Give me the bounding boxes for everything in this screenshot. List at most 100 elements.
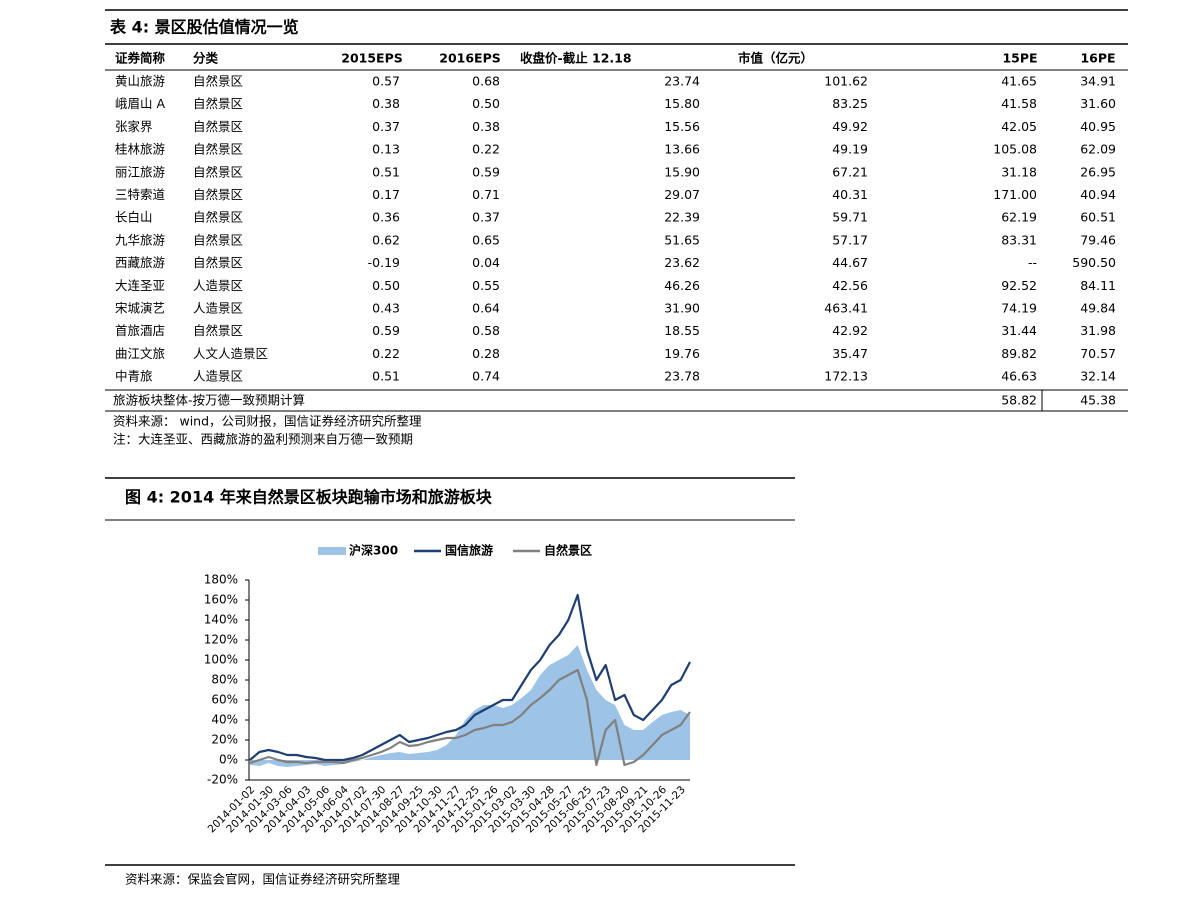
figure-title: 图 4: 2014 年来自然景区板块跑输市场和旅游板块 <box>125 488 493 507</box>
table-cell: 自然景区 <box>193 187 243 202</box>
y-tick-label: 180% <box>204 573 238 587</box>
table-cell: 23.78 <box>664 369 700 384</box>
table-cell: 31.60 <box>1080 96 1116 111</box>
table-cell: 人造景区 <box>193 301 243 316</box>
table-cell: 49.92 <box>832 119 868 134</box>
table-cell: 自然景区 <box>193 323 243 338</box>
table-cell: 29.07 <box>664 187 700 202</box>
table-cell: 83.25 <box>832 96 868 111</box>
table-cell: 0.58 <box>472 323 500 338</box>
y-tick-label: 40% <box>211 713 238 727</box>
table-cell: 22.39 <box>664 210 700 225</box>
figure-source: 资料来源：保监会官网，国信证券经济研究所整理 <box>125 872 401 887</box>
table-cell: 丽江旅游 <box>115 164 166 179</box>
legend-swatch <box>318 547 346 555</box>
table-cell: 32.14 <box>1080 369 1116 384</box>
table-cell: 172.13 <box>824 369 868 384</box>
table-cell: 0.28 <box>472 346 500 361</box>
table-cell: 0.64 <box>472 301 500 316</box>
y-tick-label: 60% <box>211 693 238 707</box>
table-cell: 171.00 <box>993 187 1037 202</box>
table-title: 表 4: 景区股估值情况一览 <box>109 18 299 37</box>
table-cell: 0.57 <box>372 74 400 89</box>
table-header: 16PE <box>1080 51 1115 66</box>
table-cell: 41.58 <box>1001 96 1037 111</box>
table-cell: 74.19 <box>1001 301 1037 316</box>
table-cell: 42.56 <box>832 278 868 293</box>
table-cell: 0.38 <box>372 96 400 111</box>
table-source: 资料来源： wind，公司财报，国信证券经济研究所整理 <box>113 414 422 429</box>
table-cell: 46.26 <box>664 278 700 293</box>
table-header: 分类 <box>193 51 219 66</box>
summary-cell: 58.82 <box>1001 393 1037 408</box>
table-cell: 九华旅游 <box>115 232 166 247</box>
table-cell: 18.55 <box>664 323 700 338</box>
table-header: 2016EPS <box>439 51 501 66</box>
table-cell: 首旅酒店 <box>115 323 165 338</box>
table-cell: 自然景区 <box>193 96 243 111</box>
table-cell: 0.50 <box>472 96 500 111</box>
table-cell: 42.92 <box>832 323 868 338</box>
table-cell: 自然景区 <box>193 119 243 134</box>
table-cell: 79.46 <box>1080 232 1116 247</box>
table-cell: 三特索道 <box>115 187 166 202</box>
table-header: 收盘价-截止 12.18 <box>520 51 632 66</box>
table-cell: 105.08 <box>993 142 1037 157</box>
table-cell: 49.19 <box>832 142 868 157</box>
table-cell: 自然景区 <box>193 74 243 89</box>
table-cell: 0.22 <box>372 346 400 361</box>
table-cell: 0.50 <box>372 278 400 293</box>
legend-label: 自然景区 <box>544 543 592 558</box>
summary-cell: 45.38 <box>1080 393 1116 408</box>
table-cell: 人文人造景区 <box>193 346 268 361</box>
table-cell: 62.19 <box>1001 210 1037 225</box>
table-cell: 59.71 <box>832 210 868 225</box>
table-cell: 峨眉山 A <box>115 96 165 111</box>
table-header: 15PE <box>1002 51 1037 66</box>
table-cell: -- <box>1028 255 1037 270</box>
table-cell: 0.43 <box>372 301 400 316</box>
table-cell: 0.17 <box>372 187 400 202</box>
table-header: 市值（亿元） <box>738 51 813 66</box>
table-cell: 34.91 <box>1080 74 1116 89</box>
table-cell: 31.90 <box>664 301 700 316</box>
table-cell: 15.56 <box>664 119 700 134</box>
table-cell: 长白山 <box>115 210 153 225</box>
table-cell: 0.74 <box>472 369 500 384</box>
table-note: 注：大连圣亚、西藏旅游的盈利预测来自万德一致预期 <box>113 432 413 447</box>
y-tick-label: 100% <box>204 653 238 667</box>
table-cell: 15.90 <box>664 164 700 179</box>
table-cell: 41.65 <box>1001 74 1037 89</box>
table-cell: 自然景区 <box>193 142 243 157</box>
table-cell: 40.31 <box>832 187 868 202</box>
y-tick-label: 20% <box>211 733 238 747</box>
table-cell: 自然景区 <box>193 232 243 247</box>
table-cell: 0.37 <box>472 210 500 225</box>
y-tick-label: 160% <box>204 593 238 607</box>
table-cell: 黄山旅游 <box>115 74 166 89</box>
table-cell: 62.09 <box>1080 142 1116 157</box>
table-cell: 0.71 <box>472 187 500 202</box>
table-cell: 0.37 <box>372 119 400 134</box>
table-cell: 自然景区 <box>193 164 243 179</box>
table-cell: 大连圣亚 <box>115 278 165 293</box>
table-cell: 0.13 <box>372 142 400 157</box>
table-cell: 0.59 <box>472 164 500 179</box>
table-cell: 44.67 <box>832 255 868 270</box>
table-cell: 31.18 <box>1001 164 1037 179</box>
table-cell: 曲江文旅 <box>115 346 165 361</box>
y-tick-label: 140% <box>204 613 238 627</box>
table-cell: 0.36 <box>372 210 400 225</box>
area <box>250 645 690 767</box>
table-cell: 49.84 <box>1080 301 1116 316</box>
table-cell: 0.55 <box>472 278 500 293</box>
table-cell: 40.95 <box>1080 119 1116 134</box>
table-cell: 自然景区 <box>193 255 243 270</box>
table-cell: 31.44 <box>1001 323 1037 338</box>
table-cell: 101.62 <box>824 74 868 89</box>
table-cell: 0.62 <box>372 232 400 247</box>
table-cell: 15.80 <box>664 96 700 111</box>
table-cell: -0.19 <box>368 255 400 270</box>
table-cell: 宋城演艺 <box>115 301 165 316</box>
